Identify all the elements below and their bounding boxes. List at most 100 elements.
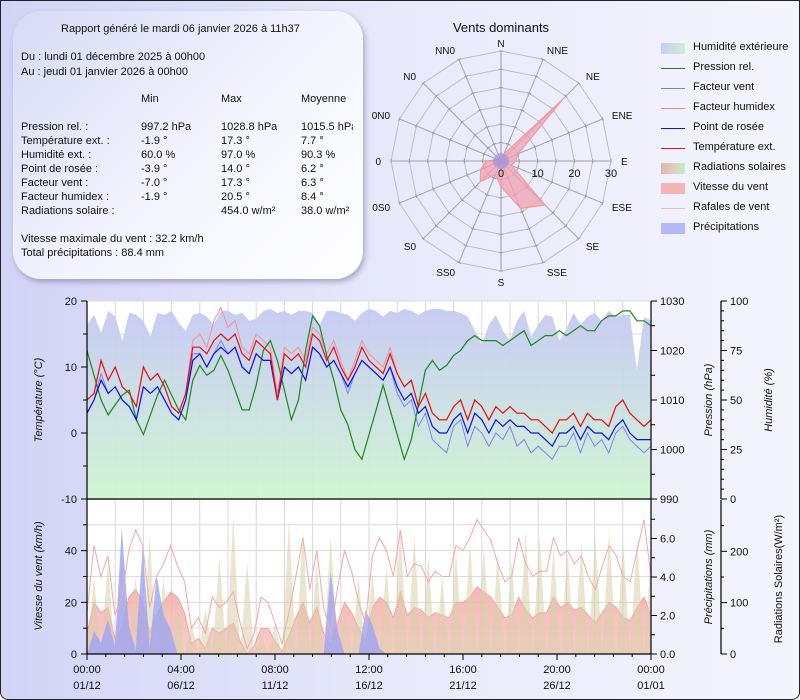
humidity-tick-label: 50 (730, 395, 742, 407)
rose-direction-label: NNE (547, 46, 568, 57)
legend-label: Précipitations (693, 221, 760, 233)
rose-tick (520, 210, 525, 214)
legend-item: Température ext. (661, 141, 799, 155)
legend-swatch (661, 128, 685, 129)
temperature-tick-label: -10 (61, 494, 77, 506)
wind-rose-chart: Vents dominants N NNE NE ENE E ESE SE SSE S SS0 S0… (372, 20, 633, 289)
rose-tick (534, 244, 539, 247)
total-rain-text: Total précipitations : 88.4 mm (21, 247, 165, 259)
rose-tick (541, 58, 546, 61)
rose-tick (520, 108, 525, 112)
rose-tick (463, 75, 468, 78)
legend-item: Facteur vent (661, 81, 799, 95)
stat-min: 997.2 hPa (141, 121, 192, 133)
solar-axis-title: Radiations Solaires(W/m²) (773, 515, 785, 643)
legend-label: Rafales de vent (693, 201, 770, 213)
legend-swatch (661, 223, 685, 234)
temperature-tick-label: 20 (65, 296, 77, 308)
stat-max: 17.3 ° (221, 177, 250, 189)
rose-tick (415, 123, 418, 128)
rose-tick (491, 176, 497, 180)
legend-swatch (661, 88, 685, 89)
x-tick-time: 08:00 (261, 664, 289, 676)
rose-tick (541, 261, 546, 264)
rose-tick (470, 227, 475, 230)
rose-direction-label: 0N0 (372, 111, 391, 122)
rose-tick (473, 133, 477, 137)
rose-tick (482, 151, 486, 157)
legend-swatch (661, 43, 685, 54)
rose-tick (398, 201, 401, 206)
x-tick-date: 11/12 (262, 680, 289, 692)
x-tick-date: 06/12 (167, 680, 195, 692)
rose-radial-tick: 30 (605, 168, 617, 180)
rain-tick-label: 6.0 (660, 534, 675, 546)
rose-tick (567, 130, 570, 135)
report-from: Du : lundi 01 décembre 2025 à 00h00 (21, 51, 206, 63)
legend-label: Point de rosée (693, 121, 764, 133)
stat-label: Point de rosée : (21, 163, 99, 175)
rose-tick (484, 193, 490, 197)
series-rain-area (87, 527, 651, 654)
x-tick-time: 20:00 (543, 664, 571, 676)
rose-tick (432, 187, 435, 192)
series-humidity-area (87, 308, 651, 499)
rose-tick (434, 94, 438, 98)
solar-tick-label: 0 (730, 649, 736, 661)
rose-tick (477, 108, 482, 112)
series-temp-rature-ext- (87, 332, 651, 434)
rose-tick (477, 210, 482, 214)
wind-tick-label: 20 (65, 597, 77, 609)
solar-tick-label: 200 (730, 546, 748, 558)
pressure-tick-label: 1030 (660, 296, 684, 308)
rose-tick (550, 137, 554, 142)
rose-tick (584, 123, 587, 128)
rose-direction-label: ESE (612, 203, 632, 214)
series-point-de-ros-e (87, 346, 651, 448)
stat-avg: 6.2 ° (301, 163, 324, 175)
stat-min: -7.0 ° (141, 177, 168, 189)
x-tick-time: 12:00 (355, 664, 383, 676)
stat-label: Pression rel. : (21, 121, 89, 133)
legend-swatch (661, 68, 685, 69)
rose-tick (567, 187, 570, 192)
rose-direction-label: 0 (375, 157, 381, 168)
rose-tick (550, 180, 554, 185)
rose-tick (456, 58, 461, 61)
stat-max: 14.0 ° (221, 163, 250, 175)
stat-min: -3.9 ° (141, 163, 168, 175)
rose-direction-label: S0 (404, 242, 417, 253)
solar-tick-label: 100 (730, 598, 748, 610)
report-to: Au : jeudi 01 janvier 2026 à 00h00 (21, 66, 188, 78)
stats-panel: Rapport généré le mardi 06 janvier 2026 … (13, 11, 363, 279)
legend-item: Humidité extérieure (661, 41, 799, 55)
pressure-tick-label: 990 (660, 494, 678, 506)
temperature-axis-title: Température (°C) (33, 357, 45, 442)
wind-tick-label: 40 (65, 546, 77, 558)
legend-label: Facteur vent (693, 81, 755, 93)
humidity-tick-label: 25 (730, 445, 742, 457)
pressure-axis-title: Pression (hPa) (703, 363, 715, 436)
stat-avg: 7.7 ° (301, 135, 324, 147)
rose-tick (564, 224, 568, 228)
wind-rose-title: Vents dominants (453, 20, 550, 35)
rose-tick (456, 261, 461, 264)
rain-tick-label: 2.0 (660, 611, 675, 623)
rose-tick (460, 198, 464, 202)
legend-swatch (661, 108, 685, 109)
report-generated: Rapport généré le mardi 06 janvier 2026 … (61, 23, 300, 35)
legend-swatch (661, 148, 685, 149)
stat-max: 17.3 ° (221, 135, 250, 147)
stat-max: 454.0 w/m² (221, 205, 276, 217)
stat-avg: 1015.5 hPa (301, 121, 353, 133)
rose-direction-label: N0 (403, 72, 416, 83)
rose-tick (484, 125, 490, 129)
rose-tick (527, 227, 532, 230)
col-header-min: Min (141, 93, 159, 105)
col-header-avg: Moyenne (301, 93, 347, 105)
series-solar-area (87, 515, 651, 654)
rose-tick (398, 116, 401, 121)
rose-tick (534, 75, 539, 78)
rose-center (493, 153, 509, 169)
